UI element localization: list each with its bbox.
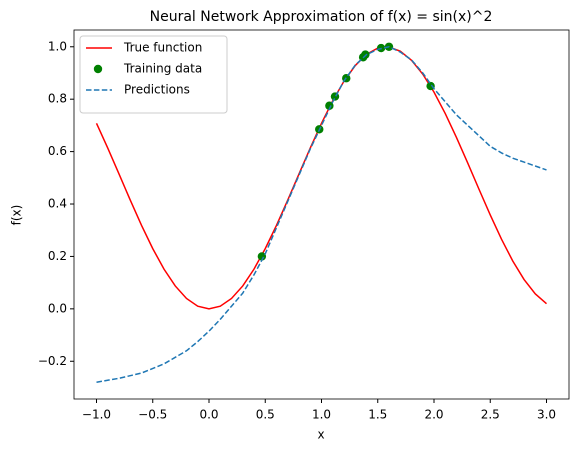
series-line (96, 45, 547, 383)
series-line (95, 46, 547, 310)
x-tick-label: 1.0 (312, 408, 331, 422)
y-tick-label: 0.8 (48, 92, 67, 106)
x-tick-label: 1.5 (368, 408, 387, 422)
x-tick-label: 3.0 (537, 408, 556, 422)
x-tick-label: 0.0 (199, 408, 218, 422)
y-axis-label: f(x) (10, 205, 24, 226)
y-tick-label: 0.6 (48, 144, 67, 158)
plot-area (95, 42, 547, 383)
axes-frame (73, 29, 570, 400)
x-axis-label: x (317, 428, 324, 442)
chart-title: Neural Network Approximation of f(x) = s… (150, 9, 493, 25)
x-tick-label: −1.0 (82, 408, 111, 422)
y-tick-label: 1.0 (48, 39, 67, 53)
training-point (325, 101, 334, 110)
y-tick-label: −0.2 (38, 354, 67, 368)
legend-label: True function (123, 41, 202, 55)
x-tick-label: 2.0 (424, 408, 443, 422)
legend-marker (93, 64, 103, 74)
legend-label: Predictions (124, 83, 190, 97)
y-tick-label: 0.2 (48, 249, 67, 263)
legend-box (79, 35, 228, 114)
x-tick-label: −0.5 (138, 408, 167, 422)
training-point (257, 252, 267, 261)
training-point (361, 50, 370, 59)
y-tick-label: 0.0 (48, 301, 67, 315)
x-tick-label: 0.5 (256, 408, 275, 422)
legend-label: Training data (123, 62, 202, 76)
x-tick-label: 2.5 (481, 408, 500, 422)
y-tick-label: 0.4 (48, 197, 67, 211)
